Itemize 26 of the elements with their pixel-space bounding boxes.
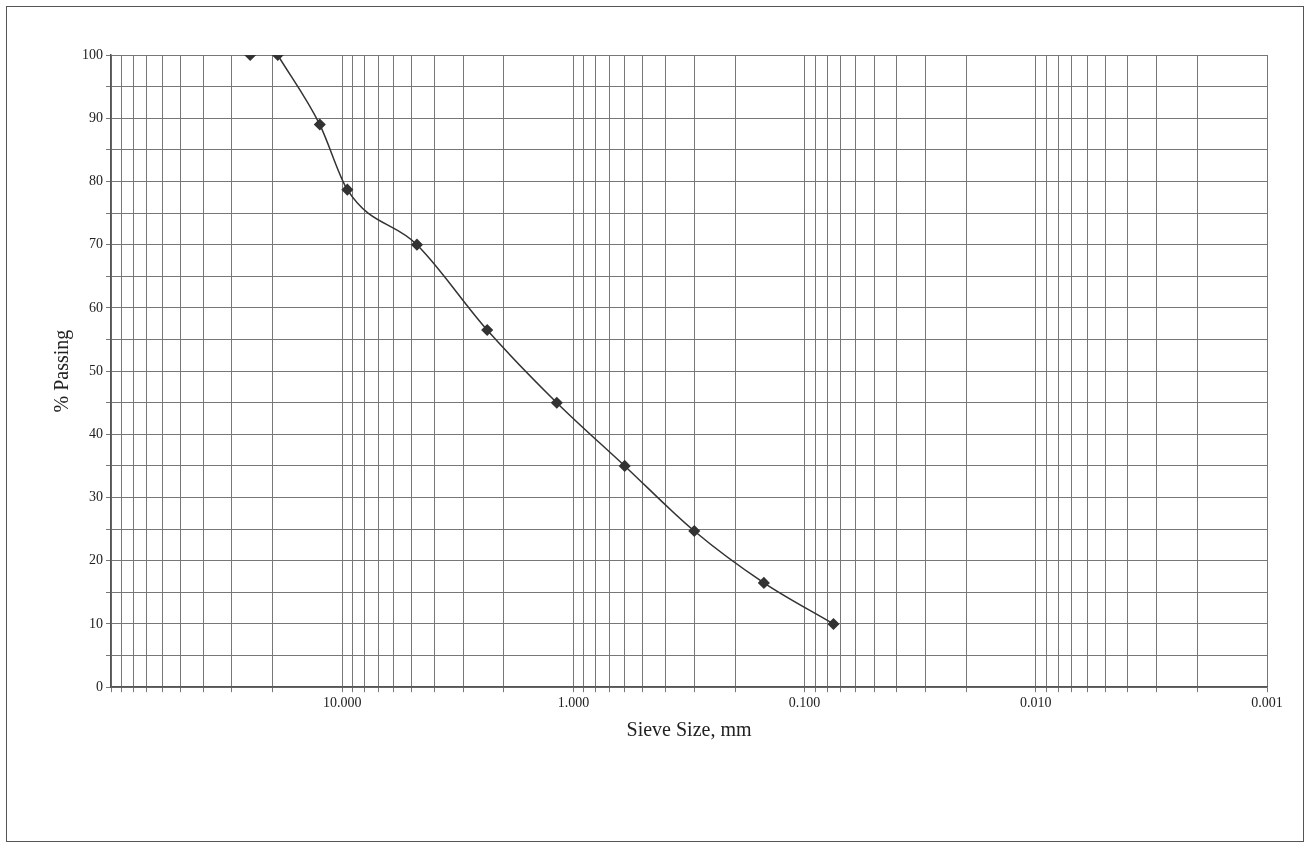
y-tick-label: 80 — [89, 173, 103, 189]
y-tick-label: 30 — [89, 489, 103, 505]
point — [551, 396, 563, 409]
x-tick-label: 0.100 — [788, 695, 821, 711]
point — [827, 618, 840, 630]
y-tick-label: 50 — [89, 362, 103, 378]
y-axis-title: % Passing — [50, 329, 74, 413]
x-tick-label: 1.000 — [557, 695, 590, 711]
x-tick-label: 0.001 — [1251, 695, 1283, 711]
y-tick-label: 40 — [89, 425, 103, 441]
x-tick-label: 10.000 — [322, 695, 362, 711]
point — [758, 577, 770, 589]
y-tick-label: 10 — [89, 615, 103, 631]
y-tick-label: 100 — [82, 46, 103, 62]
y-tick-label: 0 — [96, 678, 103, 694]
point — [341, 183, 354, 196]
y-tick-label: 60 — [89, 299, 103, 315]
point — [688, 525, 701, 537]
x-axis-title: Sieve Size, mm — [626, 718, 752, 741]
x-tick-label: 0.010 — [1020, 695, 1052, 711]
point — [411, 238, 423, 251]
y-tick-label: 20 — [89, 552, 103, 568]
y-tick-label: 70 — [89, 236, 103, 252]
y-tick-label: 90 — [89, 109, 103, 125]
point — [618, 460, 631, 472]
point — [481, 324, 493, 336]
